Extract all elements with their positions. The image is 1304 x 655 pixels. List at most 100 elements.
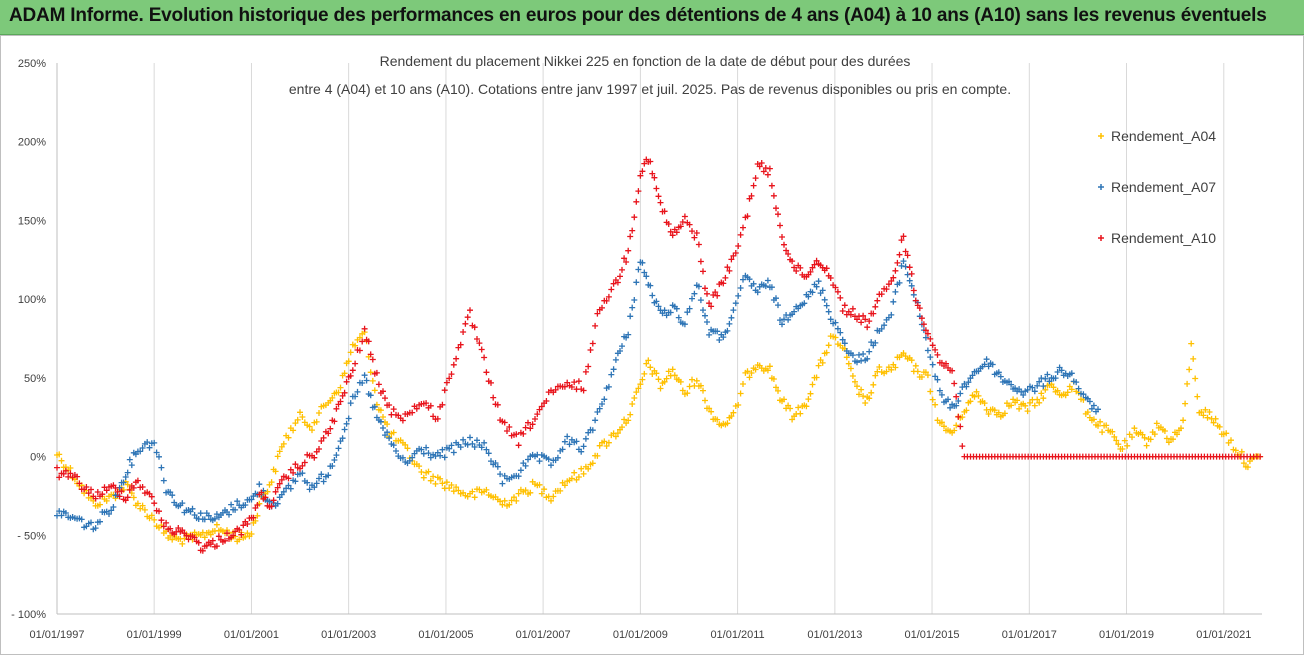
data-point	[1090, 416, 1097, 423]
data-point	[205, 512, 212, 519]
data-point	[460, 329, 467, 335]
data-point	[380, 425, 386, 431]
data-point	[62, 510, 69, 516]
data-point	[156, 453, 162, 460]
data-point	[746, 276, 753, 283]
data-point	[266, 498, 273, 505]
data-point	[1006, 378, 1012, 385]
data-point	[874, 297, 881, 304]
data-point	[367, 392, 374, 399]
data-point	[118, 488, 125, 495]
data-point	[762, 283, 769, 290]
data-point	[1068, 370, 1075, 377]
data-point	[554, 454, 561, 461]
data-point	[793, 268, 800, 274]
data-point	[612, 356, 619, 363]
data-point	[467, 307, 473, 314]
data-point	[413, 405, 420, 412]
data-point	[773, 384, 779, 391]
data-point	[629, 227, 636, 234]
data-point	[934, 376, 941, 383]
data-point	[377, 418, 384, 425]
data-point	[991, 407, 998, 414]
data-point	[441, 387, 448, 394]
data-point	[809, 264, 816, 271]
legend-marker	[1098, 235, 1104, 241]
data-point	[367, 369, 374, 376]
data-point	[94, 489, 101, 495]
data-point	[130, 484, 137, 491]
data-point	[663, 375, 670, 382]
data-point	[691, 234, 698, 241]
data-point	[520, 430, 527, 437]
data-point	[134, 477, 141, 484]
data-point	[728, 256, 735, 263]
data-point	[443, 379, 450, 386]
data-point	[641, 370, 648, 377]
data-point	[740, 276, 746, 283]
data-point	[671, 372, 678, 379]
data-point	[437, 452, 444, 459]
data-point	[1038, 375, 1045, 382]
data-point	[737, 285, 744, 291]
data-point	[900, 258, 907, 265]
data-point	[580, 387, 587, 394]
data-point	[805, 396, 812, 403]
data-point	[1161, 428, 1168, 434]
data-point	[280, 488, 287, 495]
data-point	[363, 377, 370, 384]
data-point	[339, 435, 346, 442]
data-point	[781, 396, 787, 403]
data-point	[689, 228, 695, 235]
data-point	[209, 537, 216, 544]
data-point	[965, 379, 972, 386]
data-point	[365, 338, 372, 345]
data-point	[1188, 340, 1195, 347]
data-point	[730, 409, 737, 416]
data-point	[352, 342, 359, 349]
data-point	[311, 484, 318, 491]
data-point	[522, 462, 529, 469]
data-point	[693, 377, 700, 384]
data-point	[568, 475, 575, 482]
data-point	[883, 368, 890, 375]
legend-item-Rendement_A07: Rendement_A07	[1098, 179, 1216, 195]
data-point	[85, 490, 92, 497]
data-point	[750, 182, 757, 189]
data-point	[596, 405, 603, 412]
data-point	[1036, 378, 1043, 385]
data-point	[352, 393, 359, 400]
data-point	[559, 446, 566, 453]
data-point	[789, 416, 796, 423]
data-point	[88, 486, 94, 493]
data-point	[462, 320, 469, 327]
data-point	[197, 510, 204, 517]
data-point	[995, 369, 1002, 376]
data-point	[1238, 448, 1245, 455]
data-point	[515, 473, 522, 480]
data-point	[728, 413, 735, 420]
data-point	[511, 494, 517, 501]
data-point	[124, 469, 131, 476]
data-point	[754, 289, 761, 296]
data-point	[892, 364, 899, 371]
data-point	[561, 438, 568, 445]
data-point	[476, 340, 483, 347]
data-point	[1113, 437, 1120, 444]
axes: 01/01/1997 01/01/1999 01/01/2001 01/01/2003…	[11, 58, 1262, 641]
data-point	[501, 419, 508, 426]
data-point	[250, 514, 257, 521]
data-point	[827, 316, 834, 323]
data-point	[306, 423, 313, 430]
data-point	[744, 213, 751, 220]
data-point	[1040, 395, 1047, 402]
data-point	[862, 400, 869, 406]
data-point	[299, 470, 306, 477]
gridlines	[56, 63, 1225, 614]
data-point	[1244, 464, 1251, 471]
data-point	[434, 415, 441, 422]
data-point	[1054, 369, 1061, 375]
data-point	[179, 500, 186, 507]
data-point	[571, 379, 578, 386]
